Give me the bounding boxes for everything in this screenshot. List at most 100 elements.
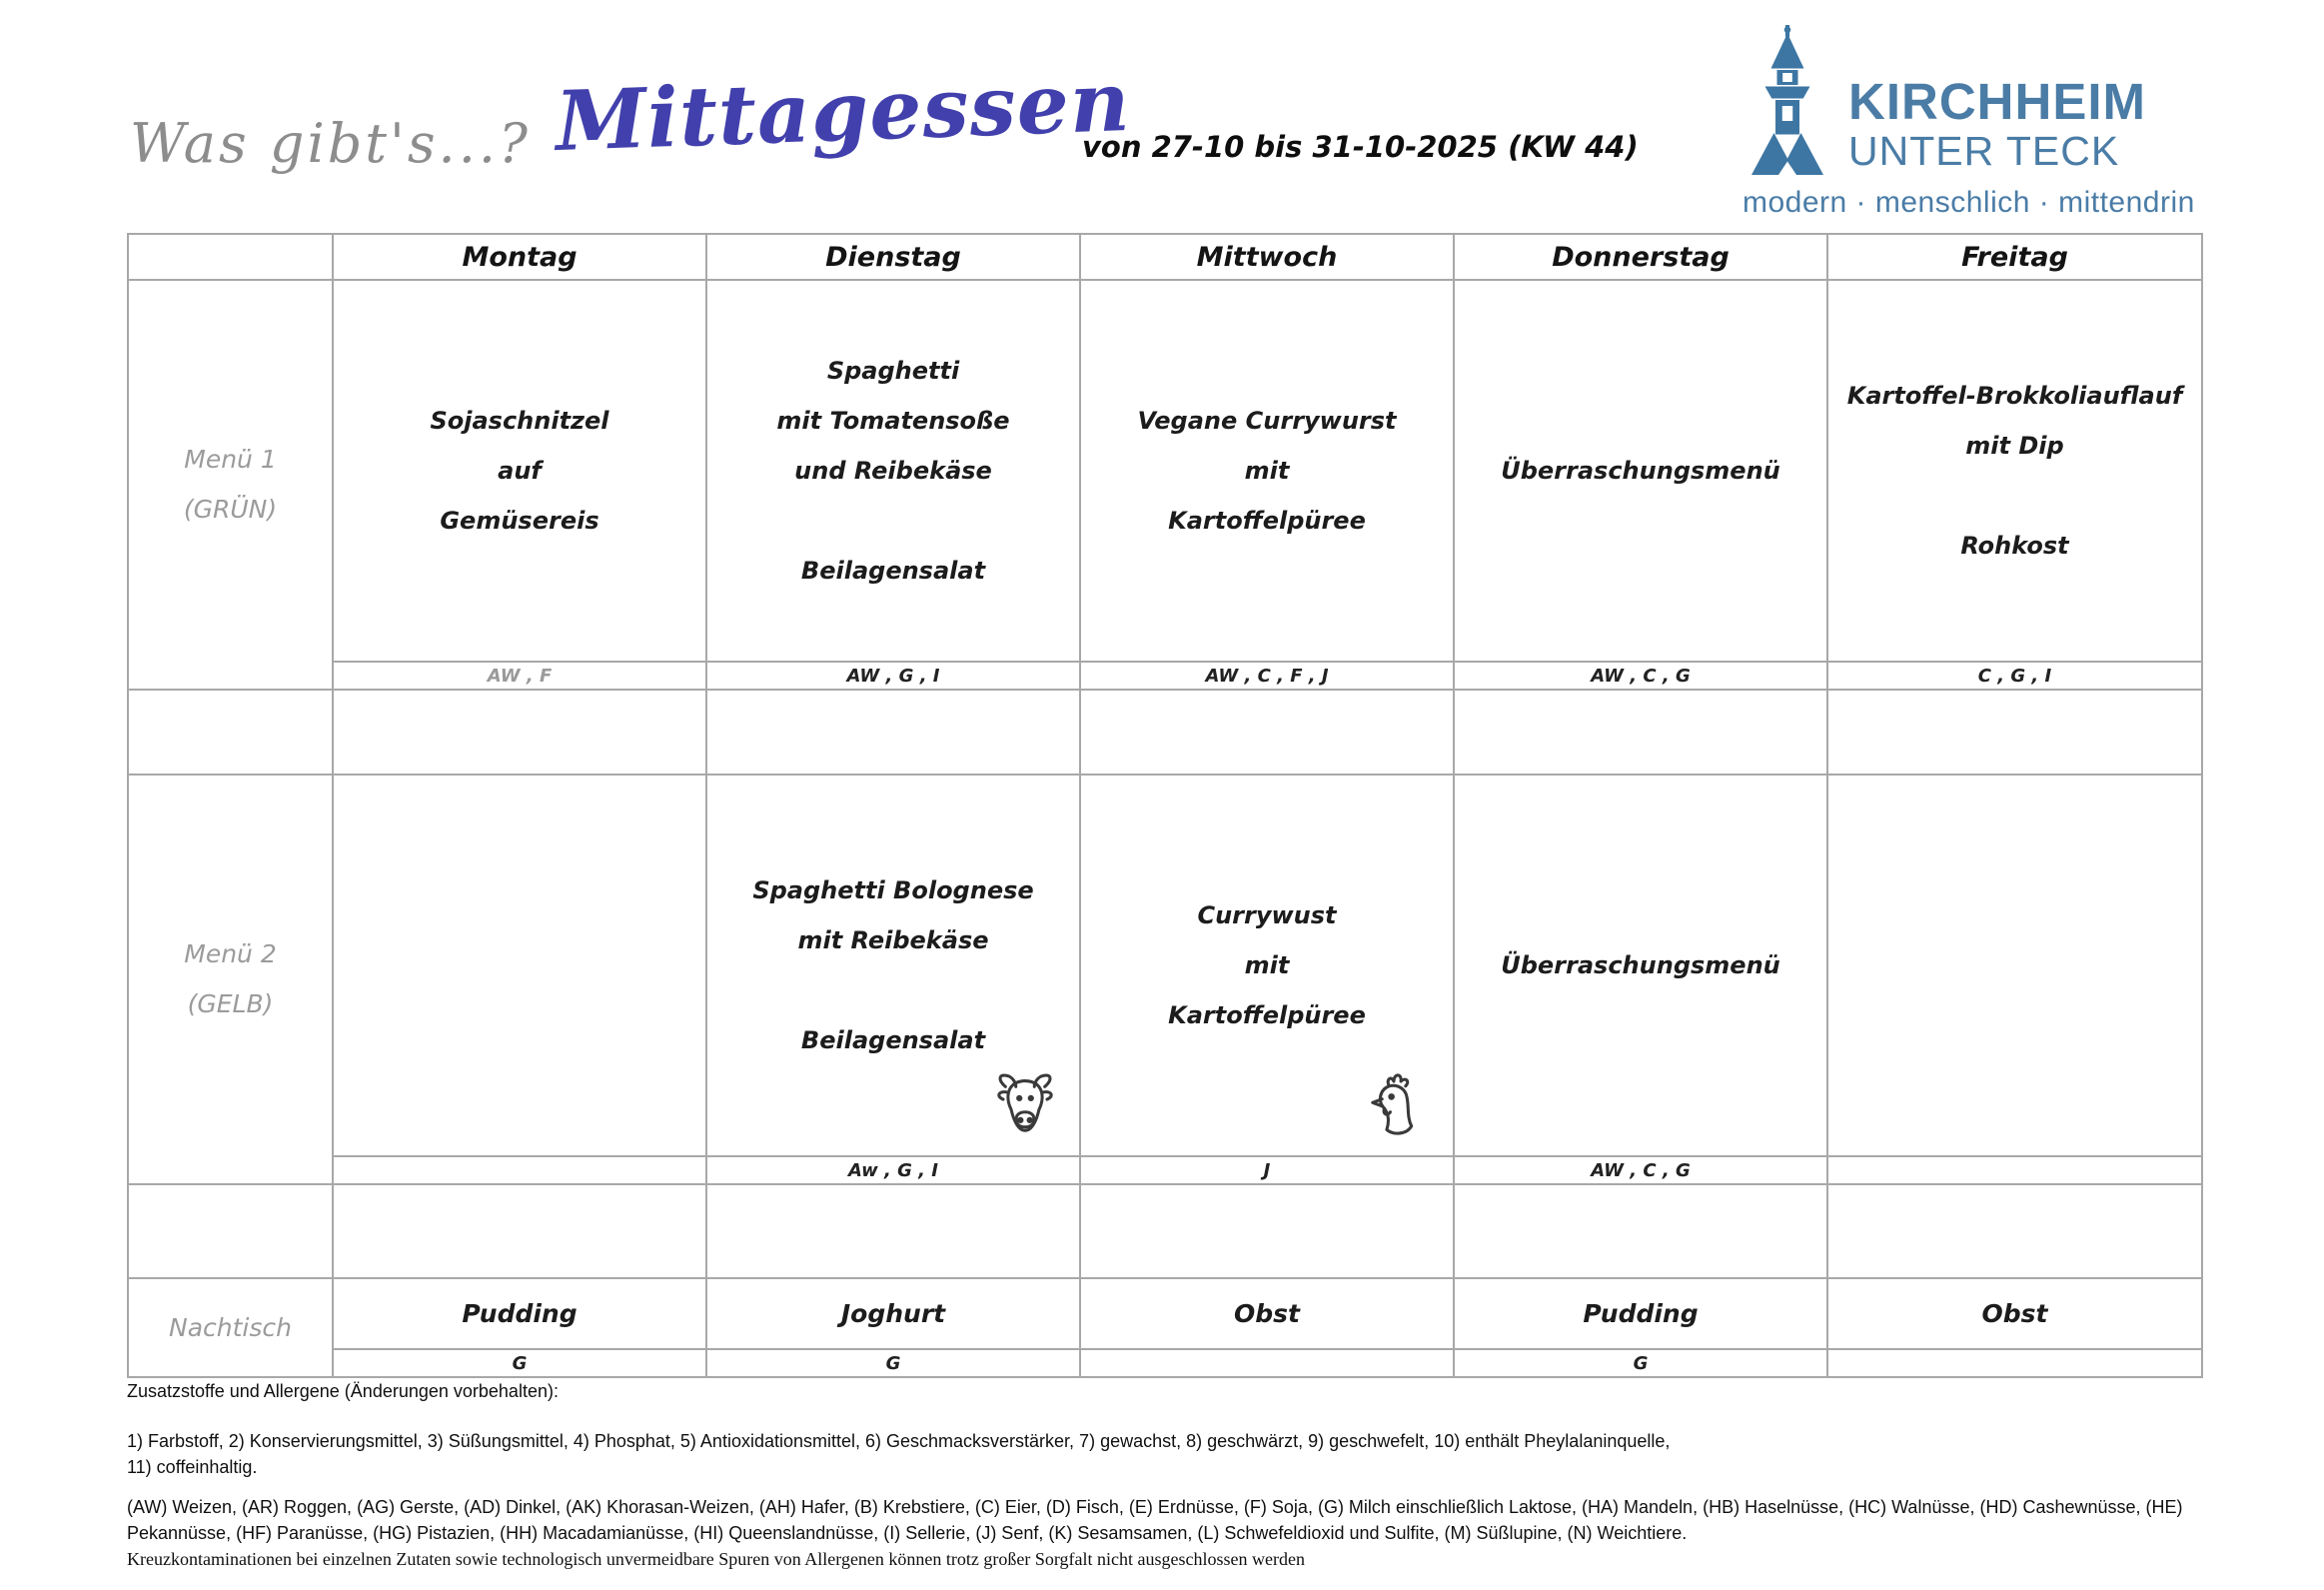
menu2-montag-cell	[332, 774, 707, 1157]
allergens-menu1-montag: AW , F	[332, 661, 707, 691]
menu-line: und Reibekäse	[794, 457, 992, 485]
menu-line: Spaghetti Bolognese	[752, 876, 1034, 904]
row-label-title: Menü 2	[184, 939, 277, 968]
tagline: Was gibt's...?	[130, 112, 531, 175]
menu-line: Kartoffel-Brokkoliauflauf	[1846, 382, 2183, 410]
footer-additives: 1) Farbstoff, 2) Konservierungsmittel, 3…	[127, 1431, 1671, 1478]
spacer-row	[127, 689, 2203, 776]
menu1-dienstag-cell: Spaghetti mit Tomatensoße und Reibekäse …	[705, 279, 1081, 663]
menu-line: mit Dip	[1965, 432, 2064, 460]
logo-city-name: KIRCHHEIM	[1848, 73, 2146, 131]
menu2-allergen-row: Aw , G , I J AW , C , G	[128, 1155, 2203, 1185]
footer-cross-contamination: Kreuzkontaminationen bei einzelnen Zutat…	[127, 1549, 1305, 1570]
menu2-mittwoch-cell: Currywust mit Kartoffelpüree	[1079, 774, 1455, 1157]
spacer-cell	[332, 689, 707, 776]
kirchheim-tower-icon	[1751, 25, 1823, 175]
allergens-menu2-dienstag: Aw , G , I	[705, 1155, 1081, 1185]
logo-city-name-2: UNTER TECK	[1848, 127, 2120, 174]
allergens-nachtisch-mittwoch	[1079, 1348, 1455, 1378]
menu1-row: Menü 1 (GRÜN) Sojaschnitzel auf Gemüsere…	[127, 279, 2203, 691]
footer: Zusatzstoffe und Allergene (Änderungen v…	[127, 1381, 2217, 1570]
nachtisch-mittwoch-cell: Obst	[1079, 1277, 1455, 1350]
menu-line: mit	[1244, 457, 1290, 485]
menu1-montag-cell: Sojaschnitzel auf Gemüsereis	[332, 279, 707, 663]
day-header-mittwoch: Mittwoch	[1079, 233, 1455, 281]
menu-line: Gemüsereis	[440, 507, 599, 535]
menu-line: Überraschungsmenü	[1501, 457, 1780, 485]
allergens-nachtisch-montag: G	[332, 1348, 707, 1378]
menu-line: Beilagensalat	[800, 1026, 986, 1054]
nachtisch-freitag-cell: Obst	[1826, 1277, 2203, 1350]
footer-allergen-codes: (AW) Weizen, (AR) Roggen, (AG) Gerste, (…	[127, 1497, 2183, 1544]
dessert-item: Pudding	[1583, 1299, 1699, 1328]
corner-cell	[127, 233, 334, 281]
menu-line: mit Reibekäse	[797, 926, 989, 954]
menu-line: Spaghetti	[826, 357, 960, 385]
row-label-title: Menü 1	[184, 445, 277, 474]
allergens-nachtisch-freitag	[1826, 1348, 2203, 1378]
row-label-title: Nachtisch	[169, 1312, 292, 1342]
allergens-menu1-freitag: C , G , I	[1826, 661, 2203, 691]
chicken-icon	[1371, 1073, 1414, 1135]
allergens-menu2-freitag	[1826, 1155, 2203, 1185]
menu2-freitag-cell	[1826, 774, 2203, 1157]
spacer-cell	[127, 1183, 334, 1279]
menu1-mittwoch-cell: Vegane Currywurst mit Kartoffelpüree	[1079, 279, 1455, 663]
dessert-item: Obst	[1981, 1299, 2048, 1328]
menu-line: Currywust	[1197, 901, 1337, 929]
spacer-cell	[1079, 689, 1455, 776]
menu-line: mit Tomatensoße	[776, 407, 1010, 435]
day-header-donnerstag: Donnerstag	[1453, 233, 1828, 281]
spacer-cell	[1079, 1183, 1455, 1279]
menu-line: Überraschungsmenü	[1501, 951, 1780, 979]
footer-heading: Zusatzstoffe und Allergene (Änderungen v…	[127, 1381, 559, 1401]
row-label-menu2: Menü 2 (GELB)	[127, 774, 334, 1185]
row-label-subtitle: (GRÜN)	[183, 495, 278, 524]
allergens-menu2-montag	[332, 1155, 707, 1185]
menu2-donnerstag-cell: Überraschungsmenü	[1453, 774, 1828, 1157]
nachtisch-montag-cell: Pudding	[332, 1277, 707, 1350]
day-header-row: Montag Dienstag Mittwoch Donnerstag Frei…	[127, 233, 2203, 281]
dessert-item: Joghurt	[840, 1299, 946, 1328]
allergens-menu2-donnerstag: AW , C , G	[1453, 1155, 1828, 1185]
menu-line: Kartoffelpüree	[1168, 1001, 1366, 1029]
row-label-nachtisch: Nachtisch	[127, 1277, 334, 1378]
menu1-allergen-row: AW , F AW , G , I AW , C , F , J AW , C …	[128, 661, 2203, 691]
spacer-cell	[705, 689, 1081, 776]
day-header-dienstag: Dienstag	[705, 233, 1081, 281]
menu-line: Rohkost	[1960, 532, 2069, 560]
nachtisch-donnerstag-cell: Pudding	[1453, 1277, 1828, 1350]
menu-table: Montag Dienstag Mittwoch Donnerstag Frei…	[127, 233, 2203, 1378]
dessert-item: Pudding	[462, 1299, 578, 1328]
nachtisch-row: Nachtisch Pudding Joghurt Obst Pudding O…	[127, 1277, 2203, 1378]
spacer-row	[127, 1183, 2203, 1279]
spacer-cell	[127, 689, 334, 776]
menu-line: auf	[498, 457, 542, 485]
dessert-item: Obst	[1234, 1299, 1300, 1328]
logo-slogan: modern · menschlich · mittendrin	[1743, 186, 2195, 219]
allergens-nachtisch-dienstag: G	[705, 1348, 1081, 1378]
allergens-menu1-mittwoch: AW , C , F , J	[1079, 661, 1455, 691]
menu2-dienstag-cell: Spaghetti Bolognese mit Reibekäse Beilag…	[705, 774, 1081, 1157]
nachtisch-allergen-row: G G G	[128, 1348, 2203, 1378]
menu-line: mit	[1244, 951, 1290, 979]
kirchheim-logo: KIRCHHEIM UNTER TECK modern · menschlich…	[1743, 24, 2202, 220]
spacer-cell	[1826, 1183, 2203, 1279]
spacer-cell	[332, 1183, 707, 1279]
allergens-nachtisch-donnerstag: G	[1453, 1348, 1828, 1378]
menu1-donnerstag-cell: Überraschungsmenü	[1453, 279, 1828, 663]
date-range: von 27-10 bis 31-10-2025 (KW 44)	[1082, 130, 1639, 164]
allergens-menu1-donnerstag: AW , C , G	[1453, 661, 1828, 691]
page-title: Mittagessen	[554, 53, 1132, 171]
allergens-menu1-dienstag: AW , G , I	[705, 661, 1081, 691]
cow-icon	[997, 1073, 1053, 1132]
menu-line: Kartoffelpüree	[1168, 507, 1366, 535]
menu-line: Vegane Currywurst	[1137, 407, 1397, 435]
menu-line: Sojaschnitzel	[430, 407, 609, 435]
spacer-cell	[1453, 1183, 1828, 1279]
menu2-row: Menü 2 (GELB) Spaghetti Bolognese mit Re…	[127, 774, 2203, 1185]
nachtisch-dienstag-cell: Joghurt	[705, 1277, 1081, 1350]
day-header-freitag: Freitag	[1826, 233, 2203, 281]
day-header-montag: Montag	[332, 233, 707, 281]
